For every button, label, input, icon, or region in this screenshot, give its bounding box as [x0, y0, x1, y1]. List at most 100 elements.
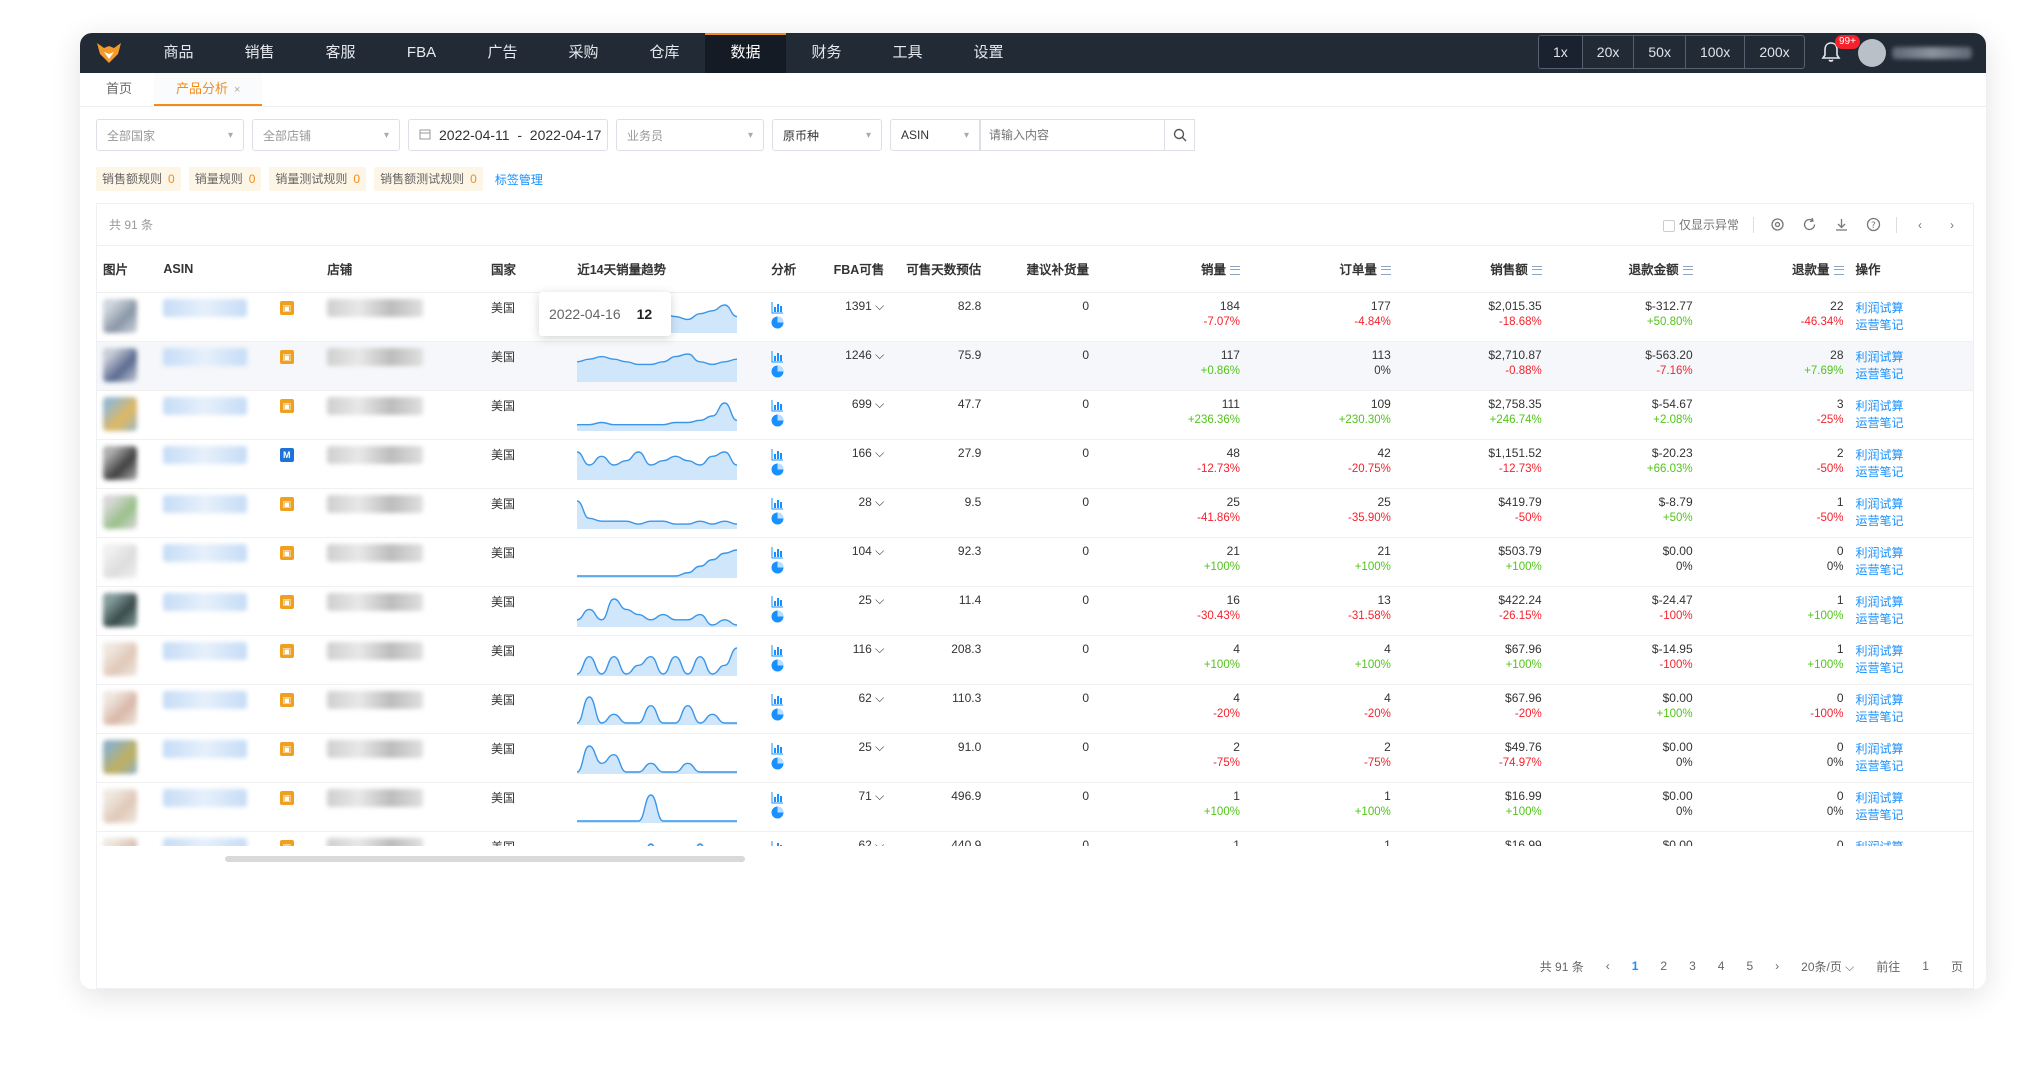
- table-row[interactable]: ▣ 美国 104 ⌵ 92.3 0 21 +100% 21 +100% $503.79 +100% $…: [97, 537, 1973, 587]
- sort-icon[interactable]: [1229, 266, 1240, 276]
- table-row[interactable]: ▣ 美国 1391 ⌵ 82.8 0 184 -7.07% 177 -4.84% $2,015.3…: [97, 292, 1973, 342]
- salesperson-select[interactable]: 业务员 ▾: [616, 119, 764, 151]
- fba-cell[interactable]: 25 ⌵: [825, 586, 891, 636]
- fba-cell[interactable]: 28 ⌵: [825, 488, 891, 538]
- asin-blurred[interactable]: [163, 494, 248, 513]
- tag-manage-link[interactable]: 标签管理: [494, 172, 543, 187]
- only-abnormal-checkbox[interactable]: 仅显示异常: [1662, 216, 1739, 233]
- help-icon[interactable]: ?: [1864, 216, 1882, 234]
- ops-notes-link[interactable]: 运营笔记: [1855, 513, 1904, 528]
- bar-chart-icon[interactable]: [771, 644, 784, 657]
- ops-notes-link[interactable]: 运营笔记: [1855, 366, 1904, 381]
- rule-tag[interactable]: 销量规则 0: [188, 167, 262, 191]
- nav-item-4[interactable]: 广告: [487, 44, 518, 61]
- horizontal-scrollbar[interactable]: [225, 856, 745, 862]
- fba-cell[interactable]: 116 ⌵: [825, 635, 891, 685]
- bar-chart-icon[interactable]: [771, 791, 784, 804]
- profit-calc-link[interactable]: 利润试算: [1855, 643, 1904, 658]
- product-thumbnail[interactable]: [103, 641, 137, 676]
- bar-chart-icon[interactable]: [771, 693, 784, 706]
- nav-item-2[interactable]: 客服: [325, 44, 356, 61]
- fba-cell[interactable]: 25 ⌵: [825, 733, 891, 783]
- sales-trend-sparkline[interactable]: [577, 544, 738, 580]
- table-row[interactable]: ▣ 美国 25 ⌵ 91.0 0 2 -75% 2 -75% $49.76 -74.97% $0.00…: [97, 733, 1973, 783]
- page-number[interactable]: 3: [1689, 959, 1696, 973]
- product-thumbnail[interactable]: [103, 494, 137, 529]
- profit-calc-link[interactable]: 利润试算: [1855, 300, 1904, 315]
- bar-chart-icon[interactable]: [771, 742, 784, 755]
- pie-chart-icon[interactable]: [771, 610, 784, 623]
- rule-tag[interactable]: 销售额规则 0: [96, 167, 181, 191]
- profit-calc-link[interactable]: 利润试算: [1855, 545, 1904, 560]
- table-row[interactable]: M 美国 166 ⌵ 27.9 0 48 -12.73% 42 -20.75% $1,151.52…: [97, 439, 1973, 489]
- settings-icon[interactable]: [1768, 216, 1786, 234]
- sales-trend-sparkline[interactable]: [577, 495, 738, 531]
- bar-chart-icon[interactable]: [771, 350, 784, 363]
- chevron-right-icon[interactable]: ›: [1775, 959, 1780, 973]
- sort-icon[interactable]: [1380, 266, 1391, 276]
- table-row[interactable]: ▣ 美国 25 ⌵ 11.4 0 16 -30.43% 13 -31.58% $422.24 -26…: [97, 586, 1973, 636]
- refresh-icon[interactable]: [1800, 216, 1818, 234]
- profit-calc-link[interactable]: 利润试算: [1856, 840, 1904, 847]
- bar-chart-icon[interactable]: [771, 301, 784, 314]
- asin-blurred[interactable]: [163, 837, 248, 846]
- profit-calc-link[interactable]: 利润试算: [1855, 594, 1904, 609]
- product-thumbnail[interactable]: [103, 347, 137, 382]
- profit-calc-link[interactable]: 利润试算: [1855, 790, 1904, 805]
- page-number[interactable]: 4: [1717, 959, 1725, 973]
- bar-chart-icon[interactable]: [771, 497, 784, 510]
- column-header[interactable]: 退款量: [1698, 246, 1850, 293]
- ops-notes-link[interactable]: 运营笔记: [1855, 709, 1904, 724]
- pie-chart-icon[interactable]: [771, 806, 784, 819]
- table-row[interactable]: ▣ 美国 699 ⌵ 47.7 0 111 +236.36% 109 +230.30% $2,75…: [97, 390, 1973, 440]
- profit-calc-link[interactable]: 利润试算: [1855, 692, 1904, 707]
- sales-trend-sparkline[interactable]: [577, 397, 738, 433]
- fba-cell[interactable]: 1246 ⌵: [825, 341, 891, 391]
- chevron-left-icon[interactable]: ‹: [1918, 217, 1922, 232]
- sales-trend-sparkline[interactable]: [577, 691, 738, 727]
- sales-trend-sparkline[interactable]: [577, 642, 738, 678]
- bar-chart-icon[interactable]: [771, 448, 784, 461]
- rule-tag[interactable]: 销售额测试规则 0: [374, 167, 483, 191]
- page-number[interactable]: 5: [1746, 959, 1754, 973]
- table-row[interactable]: ▣ 美国 71 ⌵ 496.9 0 1 +100% 1 +100% $16.99 +100% $0.0…: [97, 782, 1973, 832]
- asin-blurred[interactable]: [163, 396, 248, 415]
- pie-chart-icon[interactable]: [771, 463, 784, 476]
- pie-chart-icon[interactable]: [771, 757, 784, 770]
- country-select[interactable]: 全部国家 ▾: [96, 119, 244, 151]
- nav-item-5[interactable]: 采购: [568, 44, 599, 61]
- profit-calc-link[interactable]: 利润试算: [1855, 349, 1904, 364]
- fba-cell[interactable]: 62 ⌵: [825, 831, 891, 846]
- nav-item-0[interactable]: 商品: [163, 44, 194, 61]
- sales-trend-sparkline[interactable]: [577, 593, 738, 629]
- bar-chart-icon[interactable]: [771, 399, 784, 412]
- ops-notes-link[interactable]: 运营笔记: [1855, 562, 1904, 577]
- pie-chart-icon[interactable]: [771, 365, 784, 378]
- nav-item-9[interactable]: 工具: [892, 44, 923, 61]
- sort-icon[interactable]: [1682, 266, 1693, 276]
- bell-icon[interactable]: [1820, 41, 1844, 65]
- bar-chart-icon[interactable]: [771, 595, 784, 608]
- multiplier-3[interactable]: 100x: [1684, 36, 1744, 68]
- fba-cell[interactable]: 166 ⌵: [825, 439, 891, 489]
- pie-chart-icon[interactable]: [771, 659, 784, 672]
- profit-calc-link[interactable]: 利润试算: [1855, 447, 1904, 462]
- search-icon[interactable]: [1165, 119, 1195, 151]
- asin-blurred[interactable]: [163, 543, 248, 562]
- table-row[interactable]: ▣ 美国 1246 ⌵ 75.9 0 117 +0.86% 113 0% $2,710.87 -0.…: [97, 341, 1973, 391]
- pie-chart-icon[interactable]: [771, 561, 784, 574]
- multiplier-1[interactable]: 20x: [1581, 36, 1634, 68]
- shop-select[interactable]: 全部店铺 ▾: [252, 119, 400, 151]
- date-range-picker[interactable]: 2022-04-11 - 2022-04-17: [408, 119, 608, 151]
- sales-trend-sparkline[interactable]: [577, 838, 737, 847]
- nav-item-3[interactable]: FBA: [406, 44, 437, 61]
- nav-item-6[interactable]: 仓库: [649, 44, 680, 61]
- table-row[interactable]: ▣ 美国 28 ⌵ 9.5 0 25 -41.86% 25 -35.90% $419.79 -50%…: [97, 488, 1973, 538]
- fox-logo-icon[interactable]: [80, 33, 138, 73]
- sort-icon[interactable]: [1833, 266, 1844, 276]
- fba-cell[interactable]: 699 ⌵: [825, 390, 891, 440]
- asin-blurred[interactable]: [163, 739, 248, 758]
- asin-blurred[interactable]: [163, 298, 248, 317]
- page-number[interactable]: 2: [1660, 959, 1668, 973]
- nav-item-1[interactable]: 销售: [244, 44, 275, 61]
